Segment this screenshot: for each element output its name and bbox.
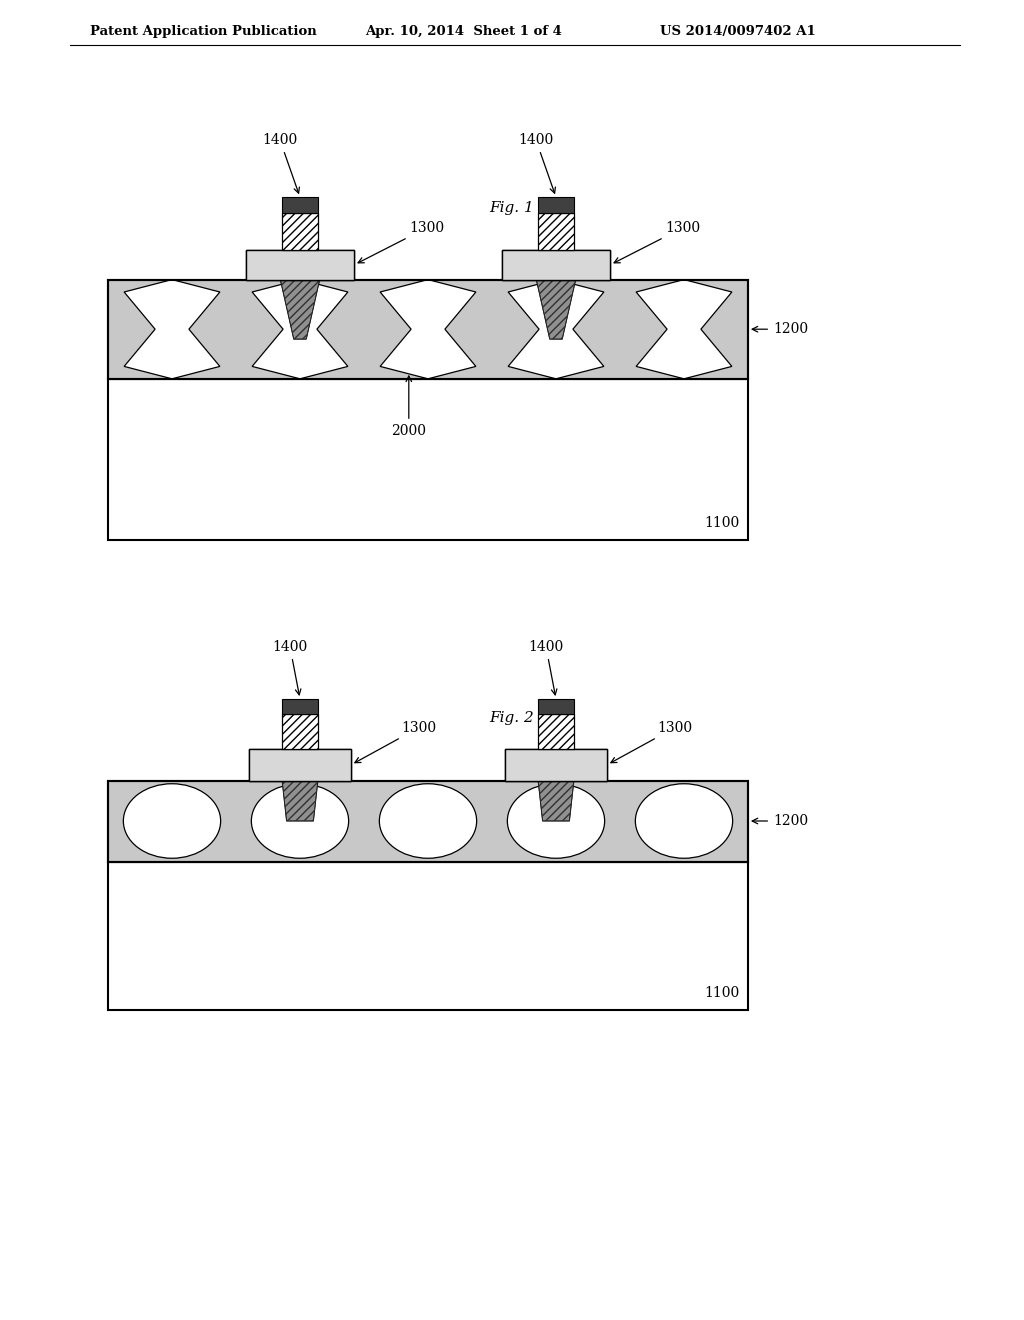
Bar [538,714,573,748]
Text: Apr. 10, 2014  Sheet 1 of 4: Apr. 10, 2014 Sheet 1 of 4 [365,25,562,38]
Ellipse shape [123,784,220,858]
Bar [108,280,748,379]
Text: 1200: 1200 [753,322,808,337]
Bar [505,748,607,780]
Bar [282,700,317,714]
Text: 1100: 1100 [705,516,740,531]
Bar [282,714,317,748]
Bar [108,280,748,379]
Polygon shape [124,280,220,379]
Polygon shape [508,280,604,379]
Text: US 2014/0097402 A1: US 2014/0097402 A1 [660,25,816,38]
Text: 2000: 2000 [391,376,426,438]
Text: 1400: 1400 [262,133,299,193]
Text: 1100: 1100 [705,986,740,1001]
Bar [108,780,748,862]
Bar [538,700,573,714]
Text: 1300: 1300 [358,220,444,263]
Ellipse shape [635,784,732,858]
Text: 1400: 1400 [528,640,563,694]
Bar [249,748,351,780]
Bar [246,249,354,280]
Bar [108,780,748,862]
Text: Fig. 2: Fig. 2 [489,711,535,725]
Polygon shape [636,280,732,379]
Polygon shape [538,780,573,821]
Bar [282,213,317,249]
Text: Fig. 1: Fig. 1 [489,201,535,215]
Bar [538,197,573,213]
Ellipse shape [251,784,348,858]
Text: 1200: 1200 [753,814,808,828]
Bar [249,748,351,780]
Polygon shape [380,280,476,379]
Bar [282,197,317,213]
Ellipse shape [379,784,476,858]
Polygon shape [252,280,348,379]
Bar [502,249,610,280]
Text: 1400: 1400 [272,640,307,694]
Text: 1300: 1300 [611,721,692,763]
Polygon shape [537,280,575,339]
Text: 1400: 1400 [518,133,555,193]
Text: 1300: 1300 [614,220,700,263]
Bar [246,249,354,280]
Polygon shape [282,780,317,821]
Text: Patent Application Publication: Patent Application Publication [90,25,316,38]
Polygon shape [281,280,319,339]
Bar [108,379,748,540]
Bar [108,862,748,1010]
Bar [502,249,610,280]
Ellipse shape [507,784,604,858]
Bar [505,748,607,780]
Bar [538,213,573,249]
Text: 1300: 1300 [355,721,436,763]
